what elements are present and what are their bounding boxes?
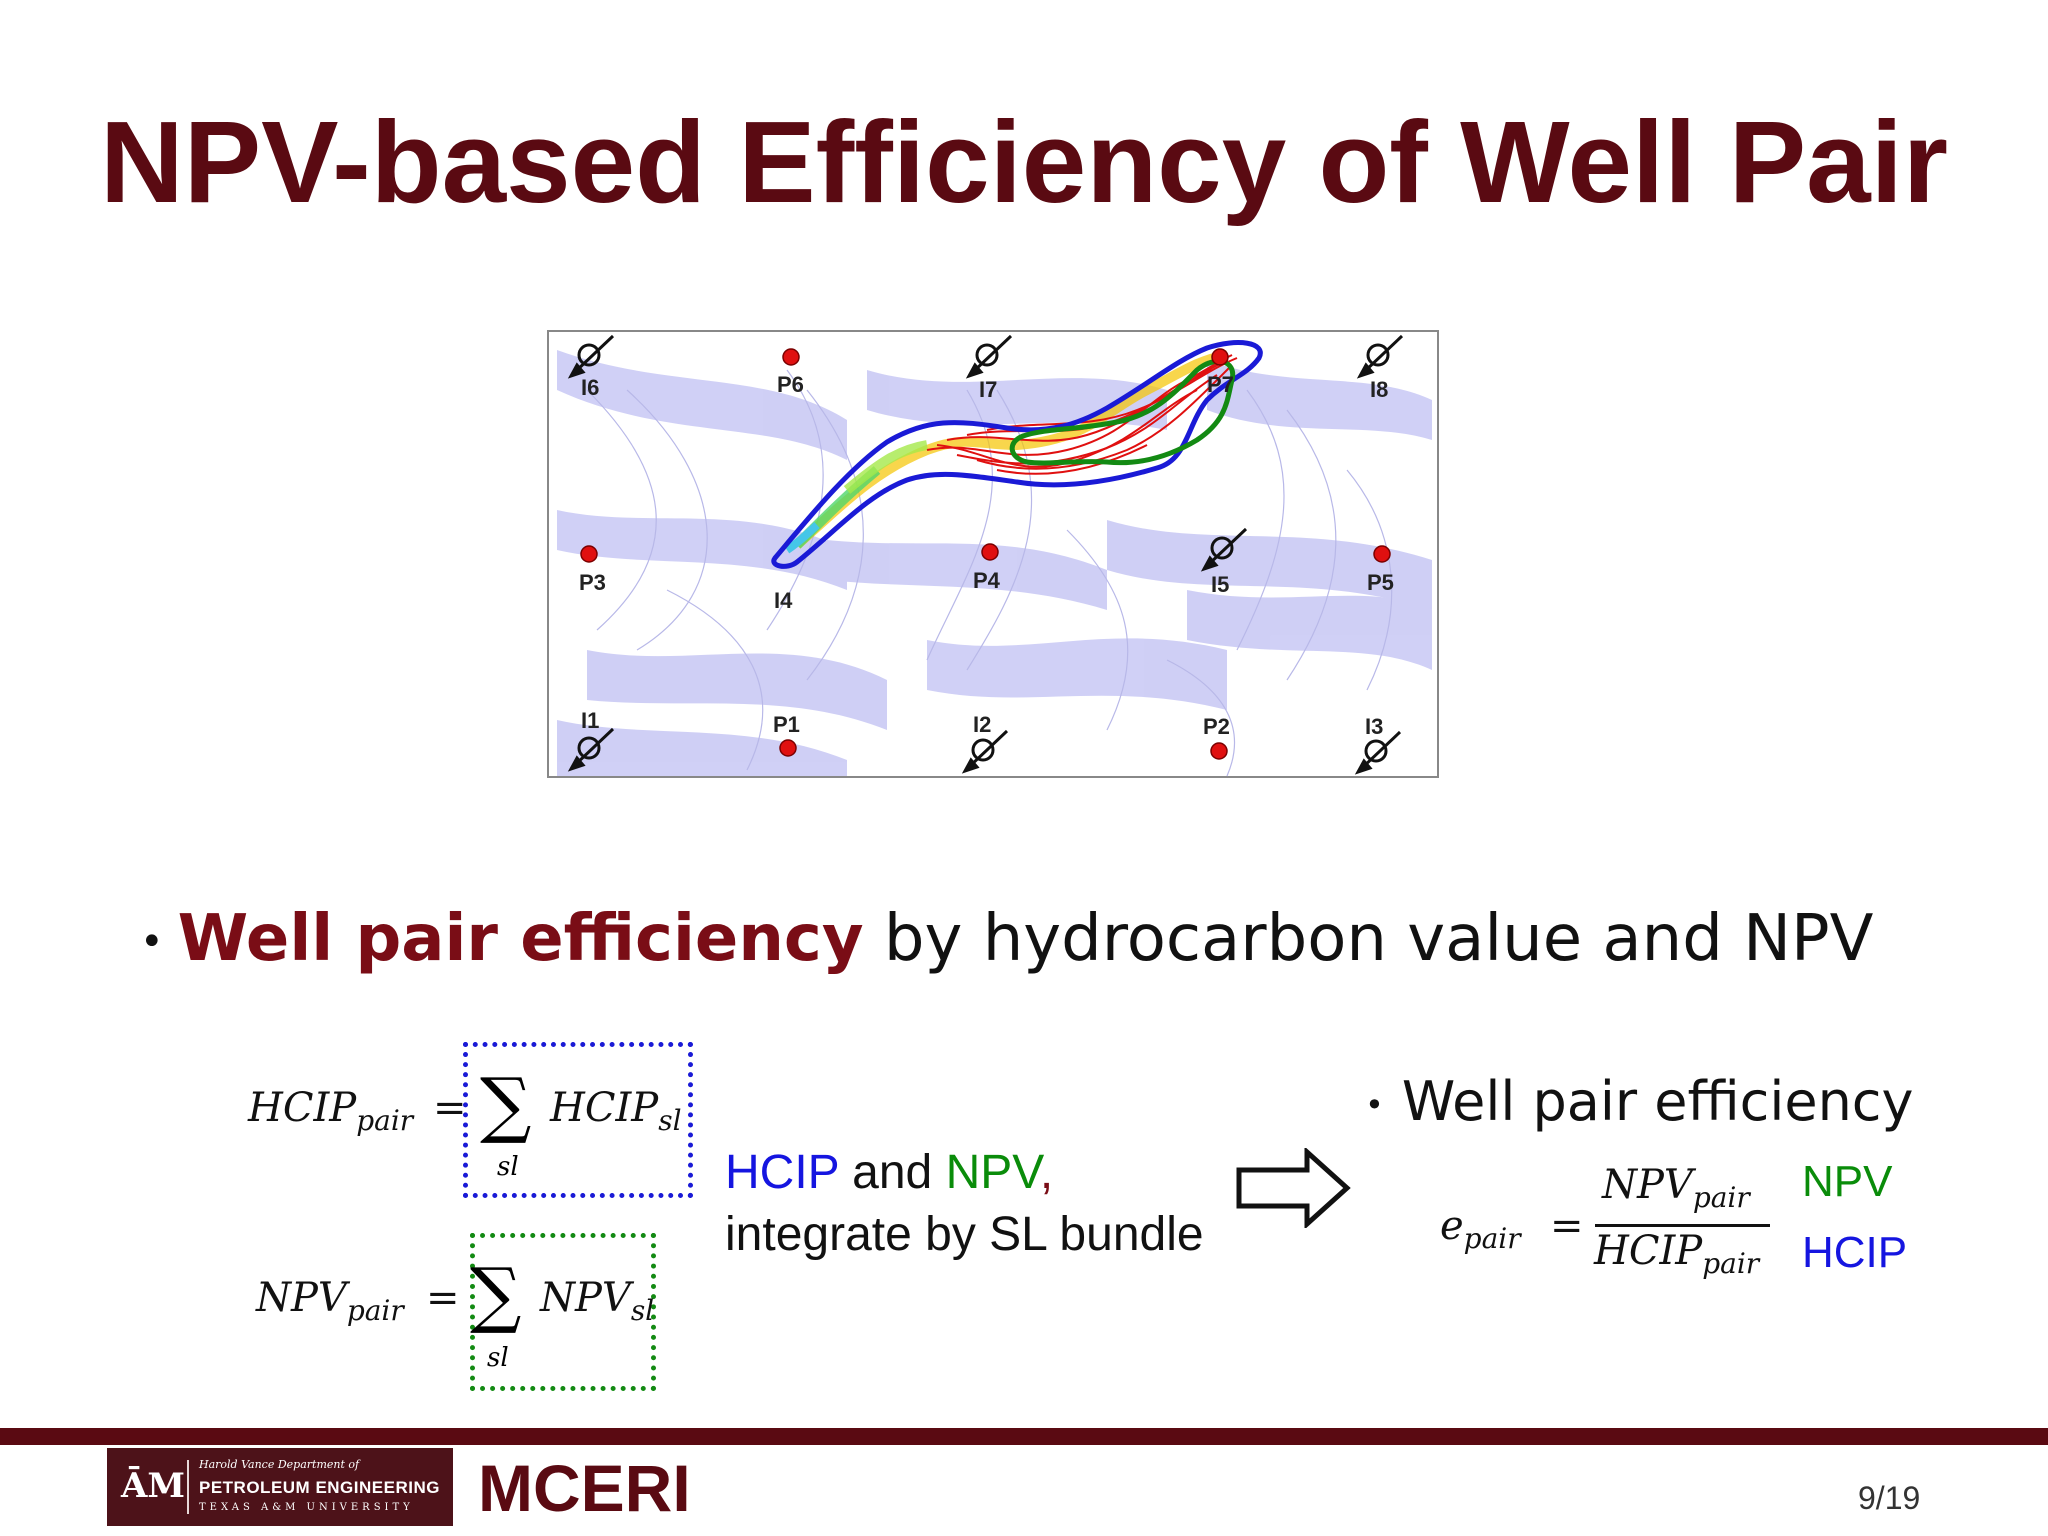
producer-wells xyxy=(580,348,1391,760)
efficiency-equals: = xyxy=(1550,1203,1584,1249)
injector-icon-i8 xyxy=(1356,334,1404,379)
integration-note-line2: integrate by SL bundle xyxy=(725,1208,1204,1261)
label-p5: P5 xyxy=(1367,570,1394,595)
slide-title: NPV-based Efficiency of Well Pair xyxy=(99,97,1948,227)
label-p4: P4 xyxy=(973,568,1001,593)
fraction-bar xyxy=(1595,1224,1770,1227)
hcip-sum-index: sl xyxy=(497,1152,519,1182)
label-p6: P6 xyxy=(777,372,804,397)
right-bullet-dot: • xyxy=(1365,1086,1384,1125)
hcip-sum-box xyxy=(463,1042,693,1198)
streamline-map: P6 P7 P3 P4 P5 P1 P2 I6 I7 I8 I4 I5 I1 I… xyxy=(547,330,1439,778)
efficiency-numerator: NPVpair xyxy=(1602,1162,1750,1214)
logo-atm: ĀM xyxy=(121,1466,186,1506)
right-bullet-text: Well pair efficiency xyxy=(1401,1070,1914,1133)
right-arrow-icon xyxy=(1236,1148,1351,1228)
note-hcip: HCIP xyxy=(725,1146,839,1199)
tag-npv: NPV xyxy=(1802,1157,1893,1206)
right-bullet: • Well pair efficiency xyxy=(1365,1070,1913,1133)
label-p1: P1 xyxy=(773,712,800,737)
integration-note-line1: HCIP and NPV, xyxy=(725,1142,1204,1204)
hcip-sl-rhs: HCIPsl xyxy=(550,1085,682,1137)
label-i7: I7 xyxy=(979,377,997,402)
injector-icon-i3 xyxy=(1354,730,1402,775)
label-i1: I1 xyxy=(581,708,599,733)
producer-p4 xyxy=(981,543,999,561)
bullet-highlight: Well pair efficiency xyxy=(177,902,864,976)
injector-icon-i6 xyxy=(567,334,615,379)
label-p3: P3 xyxy=(579,570,606,595)
npv-sl-rhs: NPVsl xyxy=(540,1275,655,1327)
label-i2: I2 xyxy=(973,712,991,737)
label-p7: P7 xyxy=(1207,372,1234,397)
producer-p6 xyxy=(782,348,800,366)
bullet-rest: by hydrocarbon value and NPV xyxy=(863,902,1874,976)
label-i8: I8 xyxy=(1370,377,1388,402)
injector-icon-i1 xyxy=(567,727,615,772)
logo-tamu: TEXAS A&M UNIVERSITY xyxy=(199,1502,414,1513)
tamu-petroleum-logo: ĀM Harold Vance Department of PETROLEUM … xyxy=(107,1448,453,1526)
npv-equals: = xyxy=(426,1275,460,1321)
npv-sum-index: sl xyxy=(487,1343,509,1373)
page-number: 9/19 xyxy=(1858,1480,1921,1516)
label-i5: I5 xyxy=(1211,572,1229,597)
npv-sum-symbol: ∑ xyxy=(470,1252,522,1336)
hcip-equals: = xyxy=(433,1085,467,1131)
footer-mceri: MCERI xyxy=(478,1451,691,1525)
efficiency-lhs: epair xyxy=(1440,1203,1521,1255)
note-comma: , xyxy=(1039,1146,1054,1199)
note-npv: NPV xyxy=(945,1146,1040,1199)
streamline-background xyxy=(557,350,1432,776)
injector-wells xyxy=(567,334,1404,775)
npv-pair-lhs: NPVpair xyxy=(256,1275,404,1327)
footer-bar xyxy=(0,1428,2048,1445)
label-p2: P2 xyxy=(1203,714,1230,739)
hcip-sum-symbol: ∑ xyxy=(480,1062,532,1146)
note-and: and xyxy=(838,1146,946,1199)
main-bullet: • Well pair efficiency by hydrocarbon val… xyxy=(140,902,1873,976)
producer-p2 xyxy=(1210,742,1228,760)
producer-p7 xyxy=(1211,348,1229,366)
label-i6: I6 xyxy=(581,375,599,400)
logo-dept: Harold Vance Department of xyxy=(199,1458,360,1471)
npv-sum-box xyxy=(470,1233,656,1391)
injector-icon-i7 xyxy=(965,334,1013,379)
npv-boundary-outline xyxy=(1009,358,1236,466)
streamline-contours xyxy=(586,369,1393,777)
logo-petroleum: PETROLEUM ENGINEERING xyxy=(199,1478,440,1497)
hcip-pair-lhs: HCIPpair xyxy=(248,1085,414,1137)
producer-p3 xyxy=(580,545,598,563)
logo-separator xyxy=(187,1460,189,1514)
tag-hcip: HCIP xyxy=(1802,1228,1908,1277)
bullet-dot: • xyxy=(140,919,164,966)
label-i3: I3 xyxy=(1365,714,1383,739)
producer-p5 xyxy=(1373,545,1391,563)
producer-p1 xyxy=(779,739,797,757)
pair-boundary-outline xyxy=(771,340,1263,569)
injector-icon-i5 xyxy=(1200,527,1248,572)
streamline-map-svg: P6 P7 P3 P4 P5 P1 P2 I6 I7 I8 I4 I5 I1 I… xyxy=(547,330,1439,778)
injector-icon-i2 xyxy=(961,729,1009,774)
integration-note: HCIP and NPV, integrate by SL bundle xyxy=(725,1142,1204,1266)
streamline-bundle xyxy=(784,350,1238,554)
efficiency-denominator: HCIPpair xyxy=(1594,1228,1760,1280)
label-i4: I4 xyxy=(774,588,793,613)
